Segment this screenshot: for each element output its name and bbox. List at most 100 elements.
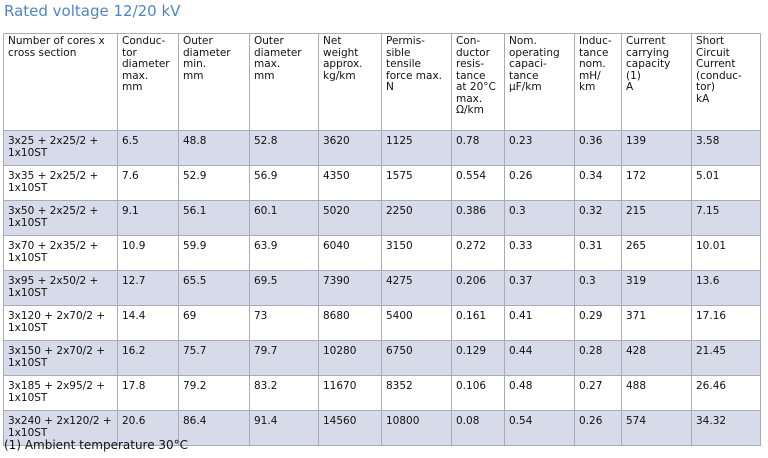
table-cell: 428: [621, 340, 692, 376]
table-cell: 319: [621, 270, 692, 306]
table-cell: 0.32: [574, 200, 622, 236]
table-cell: 0.54: [504, 410, 575, 446]
table-cell: 1575: [381, 165, 452, 201]
table-cell: 215: [621, 200, 692, 236]
table-row: 3x35 + 2x25/2 + 1x10ST 7.6 52.9 56.9 4350 157…: [3, 165, 761, 201]
table-cell: 3150: [381, 235, 452, 271]
header-cell: Short Circuit Current (conduc- tor) kA: [691, 33, 761, 131]
table-cell: 0.106: [451, 375, 505, 411]
table-row: 3x25 + 2x25/2 + 1x10ST 6.5 48.8 52.8 3620 112…: [3, 130, 761, 166]
table-cell: 65.5: [178, 270, 250, 306]
footnote: (1) Ambient temperature 30°C: [4, 438, 189, 452]
header-cell: Outer diameter max. mm: [249, 33, 319, 131]
table-cell: 75.7: [178, 340, 250, 376]
table-cell: 0.26: [504, 165, 575, 201]
header-cell: Conduc- tor diameter max. mm: [117, 33, 179, 131]
table-row: 3x70 + 2x35/2 + 1x10ST 10.9 59.9 63.9 6040 31…: [3, 235, 761, 271]
table-cell: 0.28: [574, 340, 622, 376]
header-cell: Permis- sible tensile force max. N: [381, 33, 452, 131]
table-cell: 488: [621, 375, 692, 411]
table-cell: 6040: [318, 235, 382, 271]
table-cell: 265: [621, 235, 692, 271]
title: Rated voltage 12/20 kV: [4, 2, 181, 20]
header-cell: Outer diameter min. mm: [178, 33, 250, 131]
table-cell: 11670: [318, 375, 382, 411]
table-cell: 73: [249, 305, 319, 341]
table-cell: 0.386: [451, 200, 505, 236]
table-cell: 10.9: [117, 235, 179, 271]
table-cell: 0.23: [504, 130, 575, 166]
header-row: Number of cores x cross section Conduc- t…: [3, 33, 761, 131]
table-cell: 56.1: [178, 200, 250, 236]
table-cell: 3x25 + 2x25/2 + 1x10ST: [3, 130, 118, 166]
table-cell: 3x240 + 2x120/2 + 1x10ST: [3, 410, 118, 446]
table-cell: 0.78: [451, 130, 505, 166]
table-cell: 17.8: [117, 375, 179, 411]
table-cell: 371: [621, 305, 692, 341]
table-cell: 52.8: [249, 130, 319, 166]
header-cell: Current carrying capacity (1) A: [621, 33, 692, 131]
table-cell: 69: [178, 305, 250, 341]
table-row: 3x120 + 2x70/2 + 1x10ST 14.4 69 73 8680 5400 0…: [3, 305, 761, 341]
table-cell: 7.15: [691, 200, 761, 236]
table-cell: 0.36: [574, 130, 622, 166]
header-cell: Induc- tance nom. mH/ km: [574, 33, 622, 131]
table-cell: 0.31: [574, 235, 622, 271]
table-cell: 86.4: [178, 410, 250, 446]
table-cell: 3x120 + 2x70/2 + 1x10ST: [3, 305, 118, 341]
table-cell: 3620: [318, 130, 382, 166]
table-cell: 3x50 + 2x25/2 + 1x10ST: [3, 200, 118, 236]
table-cell: 52.9: [178, 165, 250, 201]
table-cell: 172: [621, 165, 692, 201]
table-cell: 56.9: [249, 165, 319, 201]
table-cell: 10800: [381, 410, 452, 446]
table-cell: 8680: [318, 305, 382, 341]
table-cell: 6750: [381, 340, 452, 376]
table-cell: 0.554: [451, 165, 505, 201]
table-row: 3x240 + 2x120/2 + 1x10ST 20.6 86.4 91.4 1456…: [3, 410, 761, 446]
table-cell: 0.27: [574, 375, 622, 411]
table-cell: 9.1: [117, 200, 179, 236]
table-row: 3x50 + 2x25/2 + 1x10ST 9.1 56.1 60.1 5020 225…: [3, 200, 761, 236]
table-cell: 34.32: [691, 410, 761, 446]
table-cell: 3.58: [691, 130, 761, 166]
table-cell: 0.08: [451, 410, 505, 446]
table-cell: 5.01: [691, 165, 761, 201]
table-row: 3x95 + 2x50/2 + 1x10ST 12.7 65.5 69.5 7390 42…: [3, 270, 761, 306]
table-cell: 0.26: [574, 410, 622, 446]
table-cell: 0.206: [451, 270, 505, 306]
table-cell: 0.37: [504, 270, 575, 306]
table-cell: 2250: [381, 200, 452, 236]
table-cell: 60.1: [249, 200, 319, 236]
table-cell: 14.4: [117, 305, 179, 341]
table-cell: 63.9: [249, 235, 319, 271]
table-cell: 5020: [318, 200, 382, 236]
table-cell: 17.16: [691, 305, 761, 341]
table-cell: 3x150 + 2x70/2 + 1x10ST: [3, 340, 118, 376]
table-cell: 83.2: [249, 375, 319, 411]
table-cell: 79.7: [249, 340, 319, 376]
table-cell: 5400: [381, 305, 452, 341]
table-cell: 4275: [381, 270, 452, 306]
table-cell: 0.41: [504, 305, 575, 341]
table-cell: 0.161: [451, 305, 505, 341]
table-cell: 4350: [318, 165, 382, 201]
table-cell: 10280: [318, 340, 382, 376]
table-cell: 1125: [381, 130, 452, 166]
table-cell: 0.44: [504, 340, 575, 376]
header-cell: Net weight approx. kg/km: [318, 33, 382, 131]
table-body: 3x25 + 2x25/2 + 1x10ST 6.5 48.8 52.8 3620 112…: [3, 130, 761, 446]
table-cell: 91.4: [249, 410, 319, 446]
cable-table: Number of cores x cross section Conduc- t…: [3, 33, 761, 446]
table-cell: 10.01: [691, 235, 761, 271]
table-cell: 3x35 + 2x25/2 + 1x10ST: [3, 165, 118, 201]
table-cell: 79.2: [178, 375, 250, 411]
table-cell: 21.45: [691, 340, 761, 376]
table-cell: 12.7: [117, 270, 179, 306]
table-cell: 3x70 + 2x35/2 + 1x10ST: [3, 235, 118, 271]
table-cell: 0.34: [574, 165, 622, 201]
table-cell: 139: [621, 130, 692, 166]
table-cell: 8352: [381, 375, 452, 411]
table-cell: 14560: [318, 410, 382, 446]
